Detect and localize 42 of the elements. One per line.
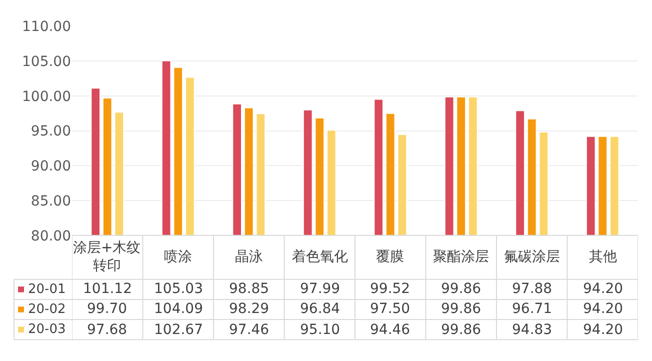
data-label: 94.20 (583, 281, 624, 297)
x-tick-label: 覆膜 (376, 249, 404, 265)
data-label: 97.46 (229, 322, 270, 338)
y-tick-label: 105.00 (22, 54, 71, 70)
x-tick-label: 氟碳涂层 (504, 249, 560, 265)
y-tick-label: 95.00 (30, 124, 71, 140)
y-tick-label: 100.00 (22, 88, 71, 105)
x-tick-label: 晶泳 (235, 249, 263, 265)
legend-label: 20-02 (28, 302, 66, 317)
x-tick-label: 其他 (589, 249, 617, 265)
data-label: 95.10 (300, 322, 340, 338)
x-tick-label: 着色氧化 (292, 249, 348, 265)
data-label: 101.12 (83, 281, 132, 297)
y-tick-label: 80.00 (30, 228, 71, 244)
data-label: 99.86 (441, 301, 482, 317)
x-tick-label: 聚酯涂层 (433, 249, 489, 265)
data-label: 105.03 (154, 281, 203, 297)
legend-label: 20-03 (28, 322, 66, 337)
data-label: 99.70 (87, 301, 128, 317)
x-tick-label: 喷涂 (164, 249, 192, 265)
data-label: 94.20 (583, 322, 624, 338)
legend-label: 20-01 (28, 282, 66, 297)
y-tick-label: 110.00 (22, 19, 71, 36)
data-label: 96.71 (512, 301, 552, 317)
data-label: 98.85 (229, 281, 270, 297)
data-label: 94.20 (583, 301, 624, 317)
data-label: 94.46 (370, 322, 410, 338)
data-label: 97.88 (512, 281, 552, 297)
data-label: 99.86 (441, 281, 482, 297)
y-tick-label: 90.00 (30, 158, 71, 175)
data-label: 98.29 (229, 301, 270, 317)
data-label: 94.83 (512, 322, 552, 338)
data-label: 102.67 (154, 322, 203, 338)
y-tick-label: 85.00 (30, 193, 71, 210)
data-label: 96.84 (300, 301, 340, 317)
data-label: 99.52 (370, 281, 410, 297)
data-label: 97.68 (87, 322, 128, 338)
data-label: 97.99 (300, 281, 340, 297)
data-label: 97.50 (370, 301, 410, 317)
data-label: 99.86 (441, 322, 482, 338)
data-label: 104.09 (154, 301, 203, 317)
x-tick-label: 涂层+木纹转印 (73, 240, 141, 274)
